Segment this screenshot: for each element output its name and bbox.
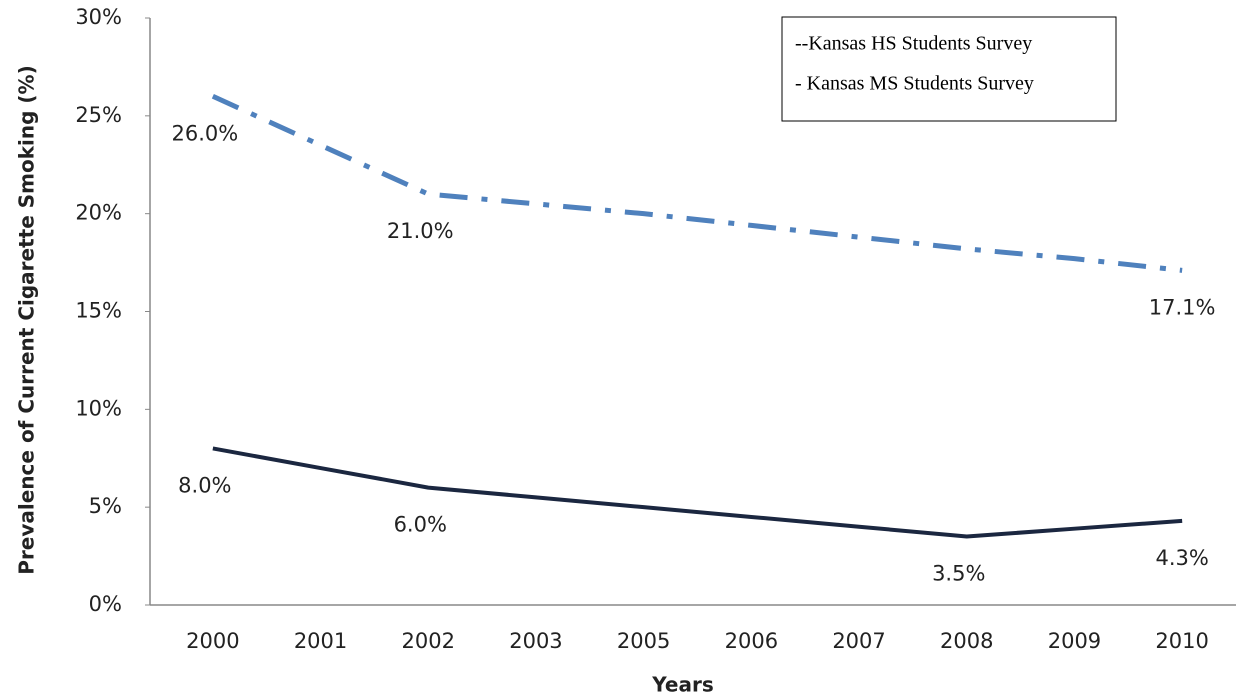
value-label: 3.5% (932, 562, 985, 586)
value-label: 26.0% (171, 121, 238, 145)
x-tick-label: 2006 (725, 629, 778, 653)
series-line (212, 446, 1183, 539)
x-tick-label: 2001 (294, 629, 347, 653)
x-tick-label: 2010 (1155, 629, 1208, 653)
y-tick-label: 25% (75, 103, 122, 127)
y-tick-label: 5% (89, 494, 122, 518)
x-tick-label: 2007 (832, 629, 885, 653)
legend-box (781, 16, 1117, 122)
y-tick-label: 0% (89, 592, 122, 616)
y-tick-label: 30% (75, 5, 122, 29)
x-axis-title: Years (651, 673, 713, 697)
legend-label: - Kansas MS Students Survey (795, 73, 1034, 95)
value-label: 17.1% (1149, 295, 1216, 319)
y-tick-label: 20% (75, 201, 122, 225)
value-label: 8.0% (178, 473, 231, 497)
x-tick-label: 2005 (617, 629, 670, 653)
x-tick-label: 2003 (509, 629, 562, 653)
legend-label: --Kansas HS Students Survey (795, 33, 1032, 55)
x-tick-label: 2008 (940, 629, 993, 653)
value-label: 4.3% (1155, 546, 1208, 570)
series-line (211, 93, 1183, 273)
x-tick-label: 2009 (1048, 629, 1101, 653)
x-tick-label: 2000 (186, 629, 239, 653)
value-label: 21.0% (387, 219, 454, 243)
y-axis-title: Prevalence of Current Cigarette Smoking … (15, 65, 39, 574)
y-tick-label: 15% (75, 299, 122, 323)
value-label: 6.0% (394, 513, 447, 537)
x-tick-label: 2002 (402, 629, 455, 653)
y-tick-label: 10% (75, 396, 122, 420)
